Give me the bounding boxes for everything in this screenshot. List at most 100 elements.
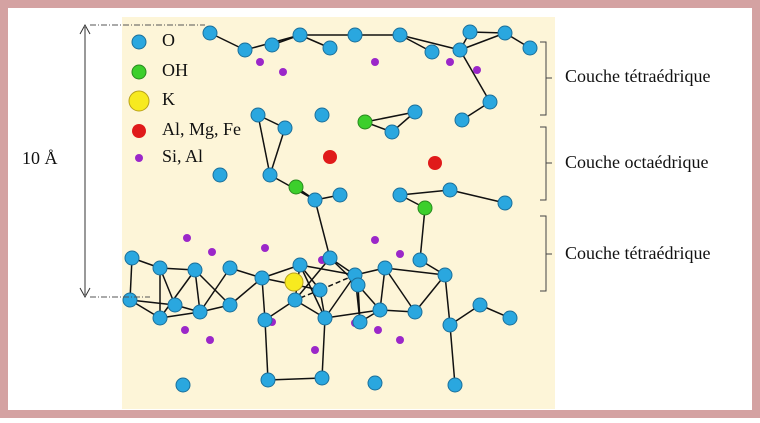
bond bbox=[264, 319, 269, 381]
atom-o bbox=[254, 270, 270, 286]
atom-o bbox=[437, 267, 453, 283]
atom-o bbox=[502, 310, 518, 326]
atom-si-al bbox=[446, 58, 454, 66]
atom-o bbox=[175, 377, 191, 393]
bond bbox=[399, 34, 461, 51]
layer-label: Couche tétraédrique bbox=[565, 243, 710, 263]
bond bbox=[199, 267, 231, 313]
bond bbox=[159, 269, 196, 319]
atom-o bbox=[307, 192, 323, 208]
atom-oh bbox=[417, 200, 433, 216]
atom-o bbox=[377, 260, 393, 276]
bond bbox=[449, 189, 506, 204]
atom-o bbox=[352, 314, 368, 330]
legend-si-al bbox=[135, 154, 143, 162]
bond bbox=[129, 299, 176, 306]
atom-o bbox=[497, 25, 513, 41]
atom-si-al bbox=[208, 248, 216, 256]
legend-label: K bbox=[162, 89, 175, 109]
brace bbox=[540, 41, 552, 116]
bond bbox=[459, 32, 506, 51]
bond bbox=[269, 127, 286, 176]
atom-o bbox=[222, 297, 238, 313]
atom-o bbox=[407, 104, 423, 120]
atom-o bbox=[332, 187, 348, 203]
atom-o bbox=[424, 44, 440, 60]
atom-o bbox=[322, 40, 338, 56]
atom-si-al bbox=[396, 336, 404, 344]
atom-o bbox=[350, 277, 366, 293]
atom-al-mg-fe bbox=[428, 156, 442, 170]
legend-label: OH bbox=[162, 60, 188, 80]
bond bbox=[321, 317, 326, 379]
bond bbox=[324, 309, 381, 319]
bond bbox=[267, 377, 323, 381]
atom-o bbox=[260, 372, 276, 388]
atom-o bbox=[452, 42, 468, 58]
bond bbox=[399, 189, 451, 196]
bond bbox=[294, 257, 331, 301]
atom-o bbox=[124, 250, 140, 266]
atom-o bbox=[367, 375, 383, 391]
atom-al-mg-fe bbox=[323, 150, 337, 164]
bond bbox=[194, 269, 231, 306]
atom-o bbox=[497, 195, 513, 211]
atom-o bbox=[407, 304, 423, 320]
atom-o bbox=[187, 262, 203, 278]
atom-si-al bbox=[279, 68, 287, 76]
atom-o bbox=[167, 297, 183, 313]
legend-al-mg-fe bbox=[132, 124, 146, 138]
dimension-label: 10 Å bbox=[22, 148, 58, 168]
bond bbox=[414, 274, 446, 313]
atom-o bbox=[312, 282, 328, 298]
atom-o bbox=[222, 260, 238, 276]
atom-o bbox=[447, 377, 463, 393]
atom-o bbox=[412, 252, 428, 268]
atom-o bbox=[314, 107, 330, 123]
atom-o bbox=[322, 250, 338, 266]
atom-si-al bbox=[261, 244, 269, 252]
legend-o bbox=[131, 34, 147, 50]
atom-o bbox=[482, 94, 498, 110]
atom-si-al bbox=[206, 336, 214, 344]
atom-si-al bbox=[396, 250, 404, 258]
atom-o bbox=[314, 370, 330, 386]
atom-o bbox=[317, 310, 333, 326]
bond bbox=[449, 324, 456, 386]
atom-o bbox=[454, 112, 470, 128]
atom-oh bbox=[288, 179, 304, 195]
atom-si-al bbox=[183, 234, 191, 242]
atom-o bbox=[152, 310, 168, 326]
atom-o bbox=[392, 187, 408, 203]
atom-si-al bbox=[371, 58, 379, 66]
dimension: 10 Å bbox=[22, 23, 205, 299]
bond bbox=[459, 49, 491, 103]
bond bbox=[364, 111, 416, 123]
atom-o bbox=[202, 25, 218, 41]
bond bbox=[257, 114, 271, 176]
bond bbox=[324, 274, 356, 319]
legend-label: Al, Mg, Fe bbox=[162, 119, 241, 139]
atom-o bbox=[277, 120, 293, 136]
atom-o bbox=[292, 257, 308, 273]
atom-o bbox=[257, 312, 273, 328]
bond bbox=[384, 267, 446, 276]
atom-o bbox=[522, 40, 538, 56]
atom-si-al bbox=[256, 58, 264, 66]
atom-o bbox=[347, 27, 363, 43]
atom-o bbox=[237, 42, 253, 58]
bond bbox=[419, 207, 426, 261]
atom-k bbox=[284, 272, 304, 292]
atom-si-al bbox=[371, 236, 379, 244]
bond bbox=[299, 264, 326, 319]
atom-o bbox=[262, 167, 278, 183]
atom-o bbox=[264, 37, 280, 53]
atom-o bbox=[372, 302, 388, 318]
bond bbox=[384, 267, 416, 313]
atom-oh bbox=[357, 114, 373, 130]
atom-o bbox=[384, 124, 400, 140]
atom-si-al bbox=[311, 346, 319, 354]
atom-o bbox=[152, 260, 168, 276]
bond bbox=[319, 274, 356, 291]
